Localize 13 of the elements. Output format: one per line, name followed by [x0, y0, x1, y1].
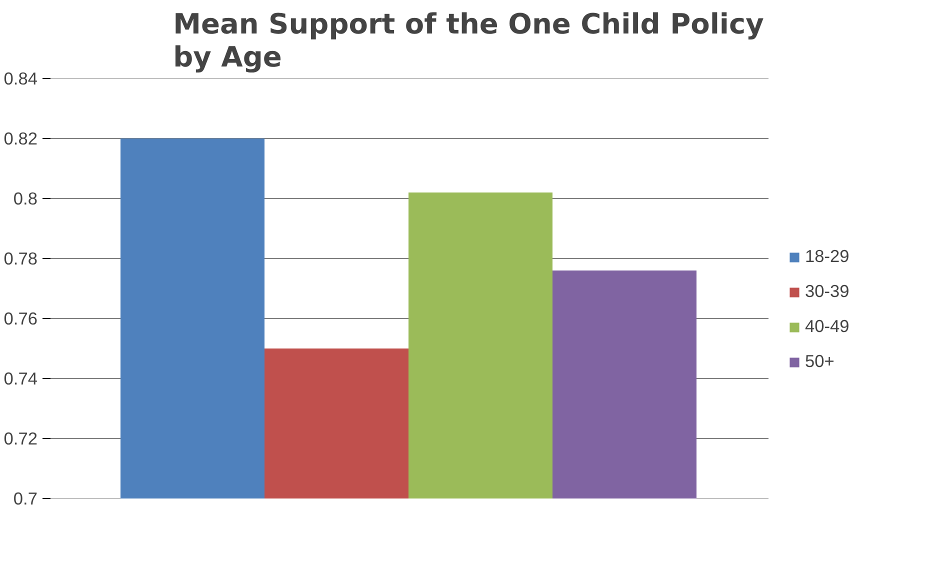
chart-title: Mean Support of the One Child Policy by Age — [173, 8, 764, 74]
legend-label: 18-29 — [805, 246, 850, 267]
y-tick-label: 0.76 — [4, 308, 38, 328]
y-tick-label: 0.7 — [13, 488, 38, 508]
y-tick-label: 0.84 — [4, 68, 38, 88]
legend-label: 50+ — [805, 351, 834, 372]
y-tick-label: 0.78 — [4, 248, 38, 268]
legend-label: 40-49 — [805, 316, 850, 337]
y-tick-label: 0.74 — [4, 368, 38, 388]
legend-label: 30-39 — [805, 281, 850, 302]
y-tick-label: 0.8 — [13, 188, 38, 208]
y-tick-label: 0.82 — [4, 128, 38, 148]
y-tick-label: 0.72 — [4, 428, 38, 448]
